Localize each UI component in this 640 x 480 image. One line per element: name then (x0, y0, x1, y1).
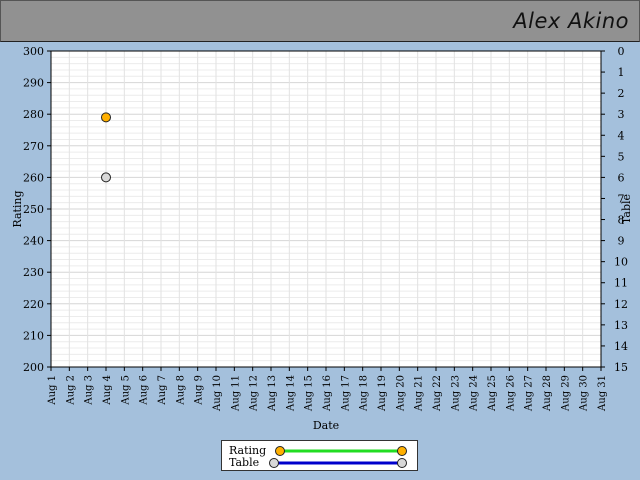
left-axis-tick-label: 240 (23, 235, 44, 248)
left-axis-title: Rating (11, 190, 24, 227)
right-axis-tick-label: 12 (614, 298, 628, 311)
legend-marker-table (269, 458, 279, 468)
x-axis-tick-label: Aug 2 (65, 375, 76, 406)
x-axis-tick-label: Aug 13 (267, 375, 278, 412)
left-axis-tick-label: 230 (23, 266, 44, 279)
x-axis-tick-label: Aug 12 (249, 375, 260, 412)
left-axis-tick-label: 200 (23, 361, 44, 374)
x-axis-tick-label: Aug 9 (194, 375, 205, 406)
legend-label-table: Table (229, 456, 260, 469)
right-axis-tick-label: 6 (618, 171, 625, 184)
x-axis-tick-label: Aug 24 (469, 375, 480, 412)
right-axis-tick-label: 4 (618, 129, 625, 142)
left-axis-tick-label: 280 (23, 108, 44, 121)
x-axis-tick-label: Aug 26 (505, 375, 516, 412)
data-point-rating (101, 112, 111, 123)
right-axis-tick-label: 1 (618, 66, 625, 79)
right-axis-tick-label: 7 (618, 192, 625, 205)
x-axis-tick-label: Aug 18 (359, 375, 370, 412)
x-axis-tick-label: Aug 23 (450, 375, 461, 412)
x-axis-tick-label: Aug 19 (377, 375, 388, 412)
player-name: Alex Akino (513, 9, 629, 33)
x-axis-tick-label: Aug 7 (157, 375, 168, 406)
right-axis-tick-label: 3 (618, 108, 625, 121)
x-axis-tick-label: Aug 5 (120, 375, 131, 406)
legend-label-rating: Rating (229, 444, 267, 457)
x-axis-tick-label: Aug 31 (597, 375, 608, 412)
right-axis-tick-label: 9 (618, 235, 625, 248)
header-bar: Alex Akino (0, 0, 640, 42)
data-point-table (101, 172, 111, 183)
x-axis-tick-label: Aug 30 (579, 375, 590, 412)
left-axis-tick-label: 250 (23, 203, 44, 216)
left-axis-tick-label: 270 (23, 140, 44, 153)
x-axis-tick-label: Aug 28 (542, 375, 553, 412)
right-axis-tick-label: 0 (618, 45, 625, 58)
x-axis-tick-label: Aug 29 (560, 375, 571, 412)
x-axis-tick-label: Aug 4 (102, 375, 113, 406)
x-axis-tick-label: Aug 21 (414, 375, 425, 412)
x-axis-tick-label: Aug 15 (304, 375, 315, 412)
x-axis-tick-label: Aug 1 (47, 375, 58, 406)
x-axis-tick-label: Aug 25 (487, 375, 498, 412)
right-axis-tick-label: 10 (614, 256, 628, 269)
left-axis-tick-label: 290 (23, 77, 44, 90)
left-axis-tick-label: 260 (23, 171, 44, 184)
x-axis-tick-label: Aug 20 (395, 375, 406, 412)
x-axis-tick-label: Aug 3 (84, 375, 95, 406)
right-axis-tick-label: 11 (614, 277, 628, 290)
right-axis-tick-label: 2 (618, 87, 625, 100)
x-axis-tick-label: Aug 10 (212, 375, 223, 412)
legend: Rating Table (221, 440, 418, 471)
x-axis-tick-label: Aug 14 (285, 375, 296, 412)
right-axis-title: Table (620, 194, 633, 224)
x-axis-tick-label: Aug 16 (322, 375, 333, 412)
left-axis-tick-label: 210 (23, 329, 44, 342)
legend-marker-rating (275, 446, 285, 456)
x-axis-tick-label: Aug 6 (139, 375, 150, 406)
right-axis-tick-label: 13 (614, 319, 628, 332)
x-axis-title: Date (313, 419, 339, 432)
right-axis-tick-label: 14 (614, 340, 628, 353)
x-axis-tick-label: Aug 17 (340, 375, 351, 412)
legend-marker-table (397, 458, 407, 468)
right-axis-tick-label: 8 (618, 214, 625, 227)
left-axis-tick-label: 220 (23, 298, 44, 311)
x-axis-tick-label: Aug 8 (175, 375, 186, 406)
right-axis-tick-label: 5 (618, 150, 625, 163)
x-axis-tick-label: Aug 22 (432, 375, 443, 412)
right-axis-tick-label: 15 (614, 361, 628, 374)
left-axis-tick-label: 300 (23, 45, 44, 58)
x-axis-tick-label: Aug 27 (524, 375, 535, 412)
x-axis-tick-label: Aug 11 (230, 375, 241, 412)
legend-marker-rating (397, 446, 407, 456)
